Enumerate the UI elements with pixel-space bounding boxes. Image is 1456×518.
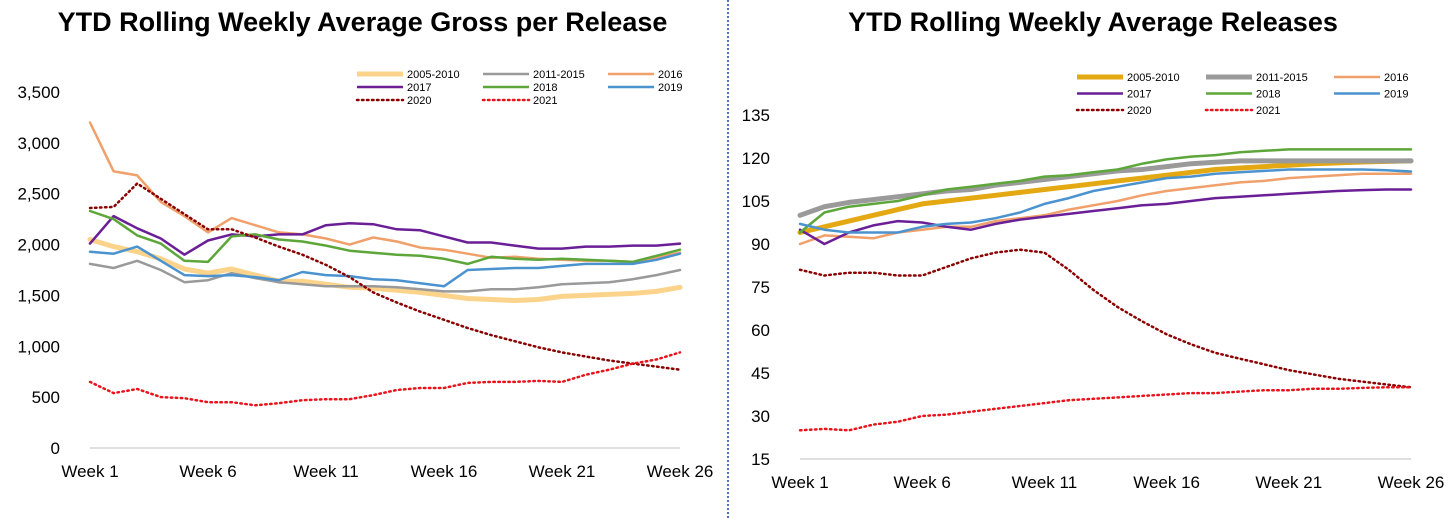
- series-line-2017: [798, 188, 1413, 246]
- gross-chart-panel: YTD Rolling Weekly Average Gross per Rel…: [0, 0, 725, 518]
- legend-label: 2005-2010: [407, 69, 460, 81]
- y-tick-label: 135: [742, 106, 770, 125]
- releases-chart-panel: YTD Rolling Weekly Average Releases 15 30…: [730, 0, 1456, 518]
- y-tick-label: 1,500: [17, 286, 60, 305]
- y-tick-label: 2,500: [17, 185, 60, 204]
- legend-label: 2016: [1384, 72, 1408, 84]
- gross-chart-svg: 0 500 1,000 1,500 2,000 2,500 3,000 3,500 Week 1…: [17, 69, 714, 481]
- series-line-2021: [88, 351, 682, 407]
- x-tick-label: Week 26: [647, 462, 714, 481]
- x-tick-label: Week 21: [1255, 473, 1322, 492]
- legend-label: 2020: [407, 95, 431, 107]
- legend-label: 2016: [658, 69, 682, 81]
- series-line-2018: [798, 148, 1413, 234]
- legend-label: 2021: [1256, 105, 1280, 117]
- series-line-2019: [798, 168, 1413, 234]
- y-tick-label: 30: [751, 407, 770, 426]
- y-tick-label: 0: [51, 439, 60, 458]
- x-tick-label: Week 1: [771, 473, 828, 492]
- series-line-2016: [88, 121, 682, 264]
- series-line-2011-2015: [797, 158, 1414, 218]
- series-line-2021: [798, 386, 1413, 432]
- y-tick-label: 75: [751, 278, 770, 297]
- legend-label: 2021: [533, 95, 557, 107]
- x-tick-label: Week 16: [1133, 473, 1200, 492]
- y-tick-label: 1,000: [17, 337, 60, 356]
- y-tick-label: 3,500: [17, 83, 60, 102]
- y-tick-label: 45: [751, 364, 770, 383]
- x-tick-label: Week 16: [411, 462, 478, 481]
- x-tick-label: Week 6: [179, 462, 236, 481]
- legend-label: 2017: [407, 82, 431, 94]
- y-tick-label: 90: [751, 235, 770, 254]
- series-line-2005-2010: [797, 158, 1414, 235]
- x-tick-label: Week 11: [293, 462, 359, 481]
- y-tick-label: 500: [32, 388, 60, 407]
- y-tick-label: 3,000: [17, 134, 60, 153]
- x-tick-label: Week 21: [529, 462, 596, 481]
- series-line-2018: [88, 209, 682, 266]
- legend-label: 2018: [533, 82, 557, 94]
- legend-label: 2018: [1256, 89, 1280, 101]
- series-line-2020: [798, 248, 1413, 389]
- y-tick-label: 60: [751, 321, 770, 340]
- series-line-2019: [88, 245, 682, 288]
- legend-label: 2005-2010: [1127, 72, 1180, 84]
- legend-label: 2019: [658, 82, 682, 94]
- x-tick-label: Week 11: [1012, 473, 1078, 492]
- x-tick-label: Week 1: [61, 462, 118, 481]
- x-tick-label: Week 6: [894, 473, 951, 492]
- legend-label: 2017: [1127, 89, 1151, 101]
- series-line-2020: [88, 182, 682, 371]
- y-tick-label: 15: [751, 450, 770, 469]
- y-tick-label: 2,000: [17, 236, 60, 255]
- releases-chart-svg: 15 30 45 60 75 90 105 120 135 Week 1 Week 6 Week 11…: [742, 72, 1445, 492]
- legend-label: 2020: [1127, 105, 1151, 117]
- chart-title: YTD Rolling Weekly Average Releases: [848, 7, 1338, 37]
- legend-label: 2011-2015: [533, 69, 585, 81]
- y-tick-label: 105: [742, 192, 770, 211]
- series-line-2017: [88, 214, 682, 256]
- x-tick-label: Week 26: [1378, 473, 1445, 492]
- legend-label: 2011-2015: [1256, 72, 1308, 84]
- series-line-2005-2010: [87, 237, 683, 303]
- legend-label: 2019: [1384, 89, 1408, 101]
- series-line-2011-2015: [88, 259, 682, 293]
- chart-title: YTD Rolling Weekly Average Gross per Rel…: [57, 7, 668, 37]
- y-tick-label: 120: [742, 149, 770, 168]
- panel-divider: [727, 0, 729, 518]
